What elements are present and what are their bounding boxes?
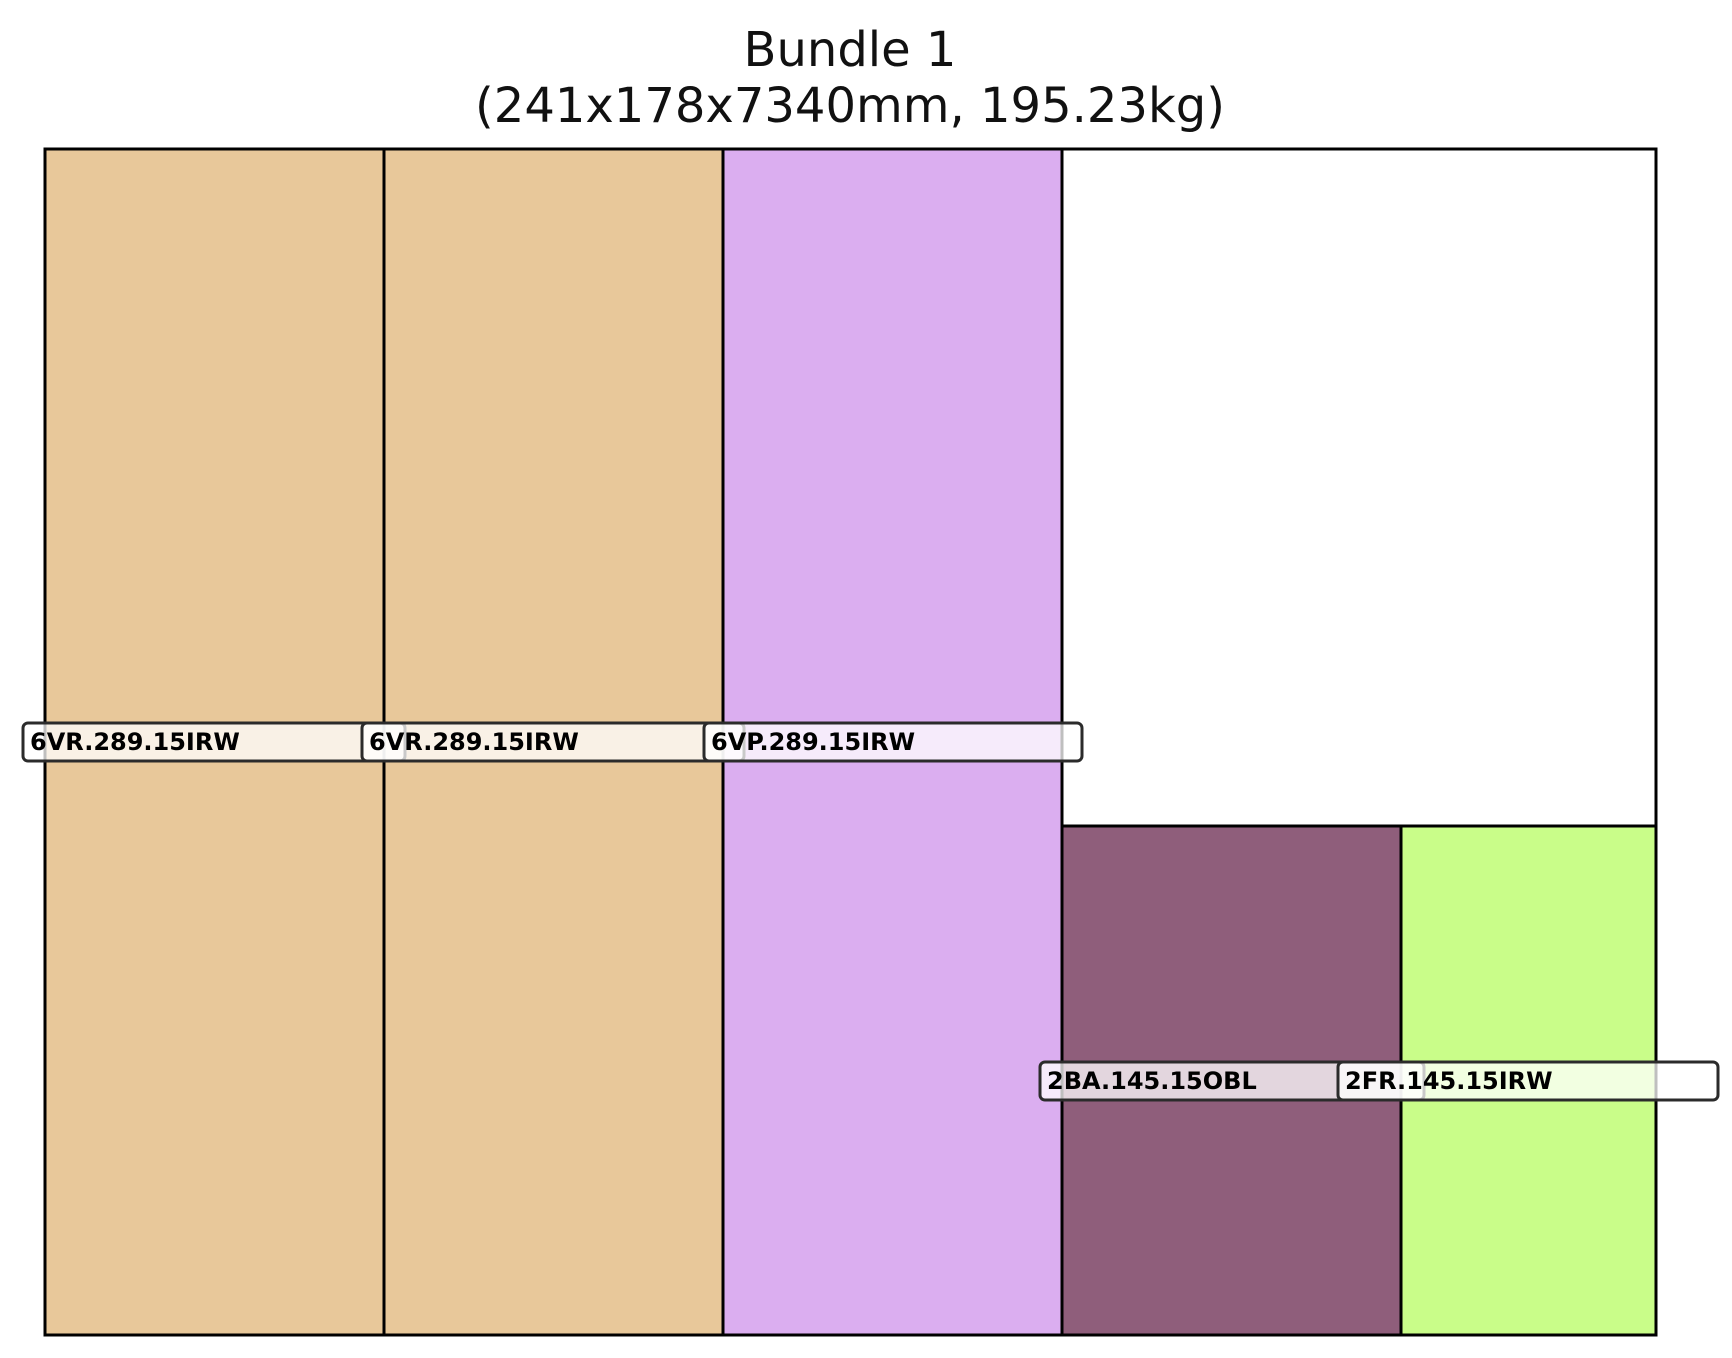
piece-label-text-4: 2BA.145.15OBL bbox=[1047, 1067, 1257, 1095]
diagram-subtitle: (241x178x7340mm, 195.23kg) bbox=[475, 78, 1225, 134]
piece-label-3: 6VP.289.15IRW bbox=[702, 721, 1084, 763]
piece-label-text-2: 6VR.289.15IRW bbox=[369, 728, 579, 756]
piece-label-text-3: 6VP.289.15IRW bbox=[711, 728, 915, 756]
piece-label-5: 2FR.145.15IRW bbox=[1336, 1060, 1720, 1102]
diagram-title: Bundle 1 bbox=[743, 22, 957, 78]
piece-label-1: 6VR.289.15IRW bbox=[21, 721, 407, 763]
piece-label-text-1: 6VR.289.15IRW bbox=[30, 728, 240, 756]
piece-label-text-5: 2FR.145.15IRW bbox=[1345, 1067, 1553, 1095]
piece-label-4: 2BA.145.15OBL bbox=[1038, 1060, 1426, 1102]
piece-label-2: 6VR.289.15IRW bbox=[360, 721, 746, 763]
